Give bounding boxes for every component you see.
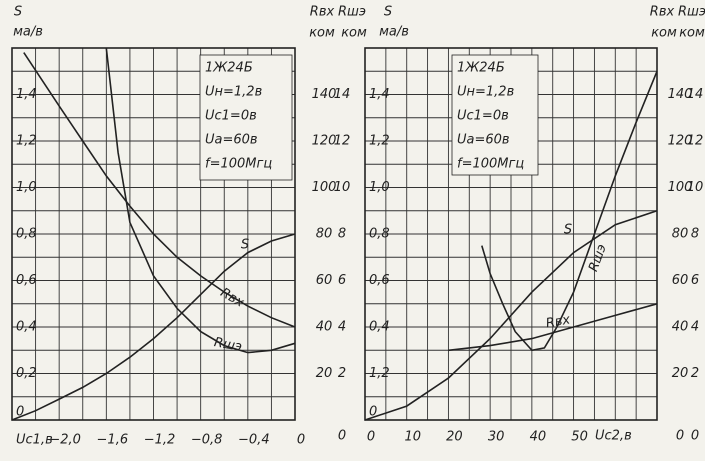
y-tick-label: 0,2 <box>16 366 37 381</box>
y2-tick-label: 140 <box>312 87 337 102</box>
curve-label: Rвх <box>218 285 247 310</box>
y3-tick-label: 0 <box>338 429 346 444</box>
y3-tick-label: 0 <box>691 429 699 444</box>
y3-tick-label: 8 <box>691 227 699 242</box>
annotation: 1Ж24Б <box>205 61 253 76</box>
x-tick-label: 40 <box>530 430 547 445</box>
y2-tick-label: 40 <box>672 320 689 335</box>
y3-tick-label: 6 <box>338 273 346 288</box>
y3-tick-label: 14 <box>687 87 704 102</box>
y3-tick-label: 4 <box>338 320 346 335</box>
y3-tick-label: 4 <box>691 320 699 335</box>
curve <box>105 47 296 354</box>
annotation: f=100Мгц <box>205 157 272 172</box>
y-tick-label: 1,2 <box>369 134 390 149</box>
axis-unit: ком <box>309 26 335 41</box>
axis-unit: ма/в <box>13 25 43 40</box>
x-tick-label: 0 <box>367 430 375 445</box>
y-tick-label: 0,6 <box>369 273 390 288</box>
y2-tick-label: 60 <box>316 273 333 288</box>
y2-tick-label: 20 <box>316 366 333 381</box>
curve <box>481 70 658 352</box>
y-tick-label: 0 <box>369 405 377 420</box>
curve-label: S <box>564 223 572 238</box>
annotation-box <box>451 54 539 176</box>
annotation-box <box>199 54 293 181</box>
y2-tick-label: 40 <box>316 320 333 335</box>
x-axis-label: Uc1,в <box>16 433 53 448</box>
axis-title: S <box>384 5 392 20</box>
y2-tick-label: 100 <box>668 180 693 195</box>
axis-unit: ком <box>651 26 677 41</box>
annotation: 1Ж24Б <box>457 61 505 76</box>
axis-title: Rвх <box>310 5 335 20</box>
annotation: Uн=1,2в <box>457 85 514 100</box>
x-tick-label: −1,6 <box>97 433 129 448</box>
y2-tick-label: 80 <box>316 227 333 242</box>
y-tick-label: 0,4 <box>16 320 37 335</box>
curve <box>23 52 296 328</box>
y-tick-label: 1,4 <box>369 87 390 102</box>
y3-tick-label: 10 <box>687 180 704 195</box>
y3-tick-label: 12 <box>687 134 704 149</box>
y-tick-label: 1,2 <box>369 366 390 381</box>
x-tick-label: 20 <box>446 430 463 445</box>
annotation: f=100Мгц <box>457 157 524 172</box>
x-tick-label: 30 <box>488 430 505 445</box>
y3-tick-label: 8 <box>338 227 346 242</box>
x-tick-label: 50 <box>571 430 588 445</box>
y3-tick-label: 14 <box>334 87 351 102</box>
y2-tick-label: 100 <box>312 180 337 195</box>
y-tick-label: 0,8 <box>369 227 390 242</box>
y2-tick-label: 80 <box>672 227 689 242</box>
x-tick-label: −1,2 <box>144 433 176 448</box>
y-tick-label: 1,0 <box>16 180 37 195</box>
y2-tick-label: 20 <box>672 366 689 381</box>
curve <box>364 210 658 421</box>
curve-label: Rшэ <box>213 335 243 355</box>
axis-title: S <box>14 5 22 20</box>
y3-tick-label: 6 <box>691 273 699 288</box>
y-tick-label: 0,6 <box>16 273 37 288</box>
y-tick-label: 1,0 <box>369 180 390 195</box>
y2-tick-label: 140 <box>668 87 693 102</box>
curve <box>11 233 296 421</box>
y-tick-label: 1,2 <box>16 134 37 149</box>
axis-unit: ком <box>341 26 367 41</box>
y2-tick-label: 120 <box>312 134 337 149</box>
y-tick-label: 0,8 <box>16 227 37 242</box>
y3-tick-label: 12 <box>334 134 351 149</box>
x-tick-label: −0,8 <box>191 433 223 448</box>
axis-title: Rшэ <box>678 5 705 20</box>
y2-tick-label: 60 <box>672 273 689 288</box>
y2-tick-label: 0 <box>676 429 684 444</box>
y-tick-label: 0,4 <box>369 320 390 335</box>
axis-unit: ком <box>679 26 705 41</box>
annotation: Uа=60в <box>205 133 258 148</box>
y3-tick-label: 2 <box>691 366 699 381</box>
y-tick-label: 0 <box>16 405 24 420</box>
y3-tick-label: 2 <box>338 366 346 381</box>
x-tick-label: 10 <box>404 430 421 445</box>
y3-tick-label: 10 <box>334 180 351 195</box>
axis-title: Rшэ <box>338 5 366 20</box>
y2-tick-label: 120 <box>668 134 693 149</box>
y-tick-label: 1,4 <box>16 87 37 102</box>
x-tick-label: −2,0 <box>49 433 81 448</box>
curve-label: Rвх <box>545 312 572 331</box>
annotation: Uа=60в <box>457 133 510 148</box>
curve-label: S <box>241 238 249 253</box>
x-axis-label: Uc2,в <box>595 429 632 444</box>
axis-unit: ма/в <box>379 25 409 40</box>
plot-frame <box>364 47 658 421</box>
annotation: Uc1=0в <box>205 109 257 124</box>
x-tick-label: 0 <box>297 433 305 448</box>
axis-title: Rвх <box>650 5 675 20</box>
x-tick-label: −0,4 <box>238 433 270 448</box>
annotation: Uн=1,2в <box>205 85 262 100</box>
annotation: Uc1=0в <box>457 109 509 124</box>
